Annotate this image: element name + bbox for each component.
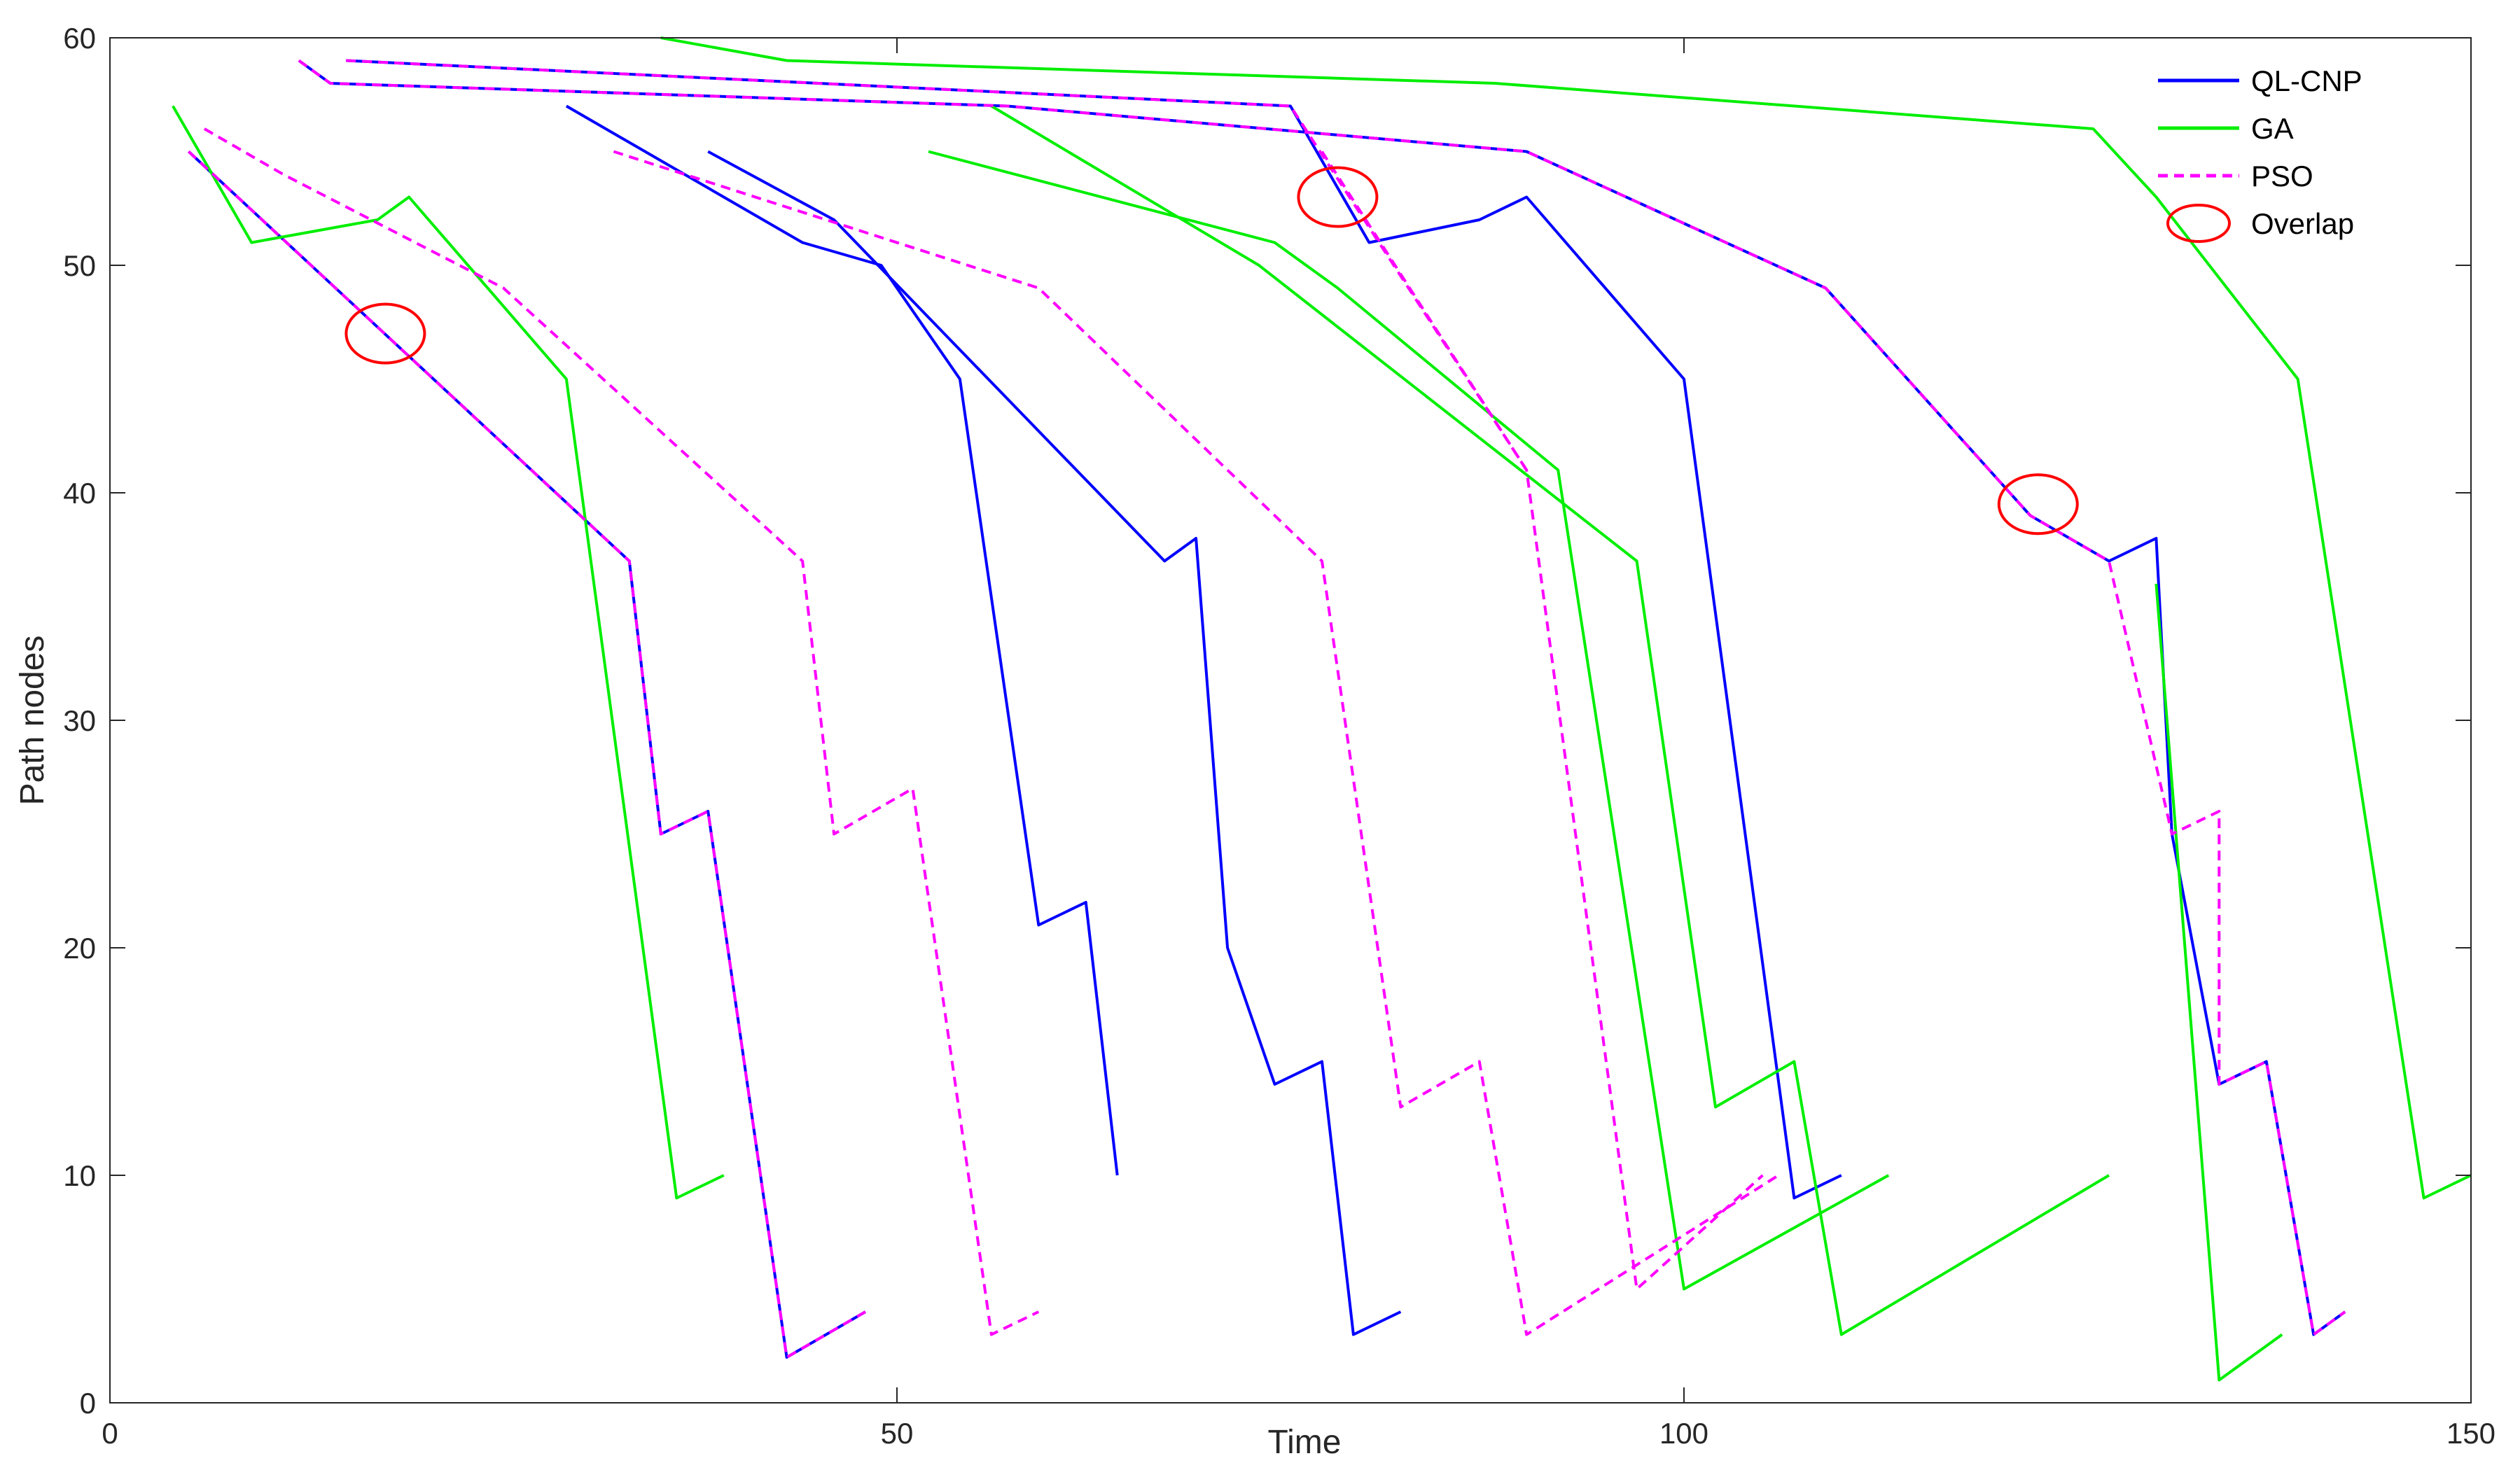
series-ga-line-2 [660, 36, 2472, 1200]
series-pso-line-6 [298, 59, 2346, 1336]
x-tick-label: 100 [1659, 1417, 1708, 1450]
series-ga-line-5 [2154, 583, 2283, 1382]
series-pso-line-4 [188, 150, 867, 1359]
series-ga-line-4 [990, 104, 2110, 1336]
legend-label-ql-cnp: QL-CNP [2251, 64, 2362, 97]
overlap-marker-layer [344, 166, 2079, 536]
y-tick-label: 40 [63, 477, 96, 510]
y-tick-label: 0 [80, 1387, 96, 1420]
x-tick-label: 0 [102, 1417, 118, 1450]
x-tick-label: 50 [881, 1417, 914, 1450]
series-ga-line-3 [928, 150, 1890, 1291]
series-layer [172, 36, 2472, 1382]
series-pso-line-3 [1321, 150, 1764, 1291]
series-pso-line-5 [346, 59, 1528, 471]
overlap-marker-1 [344, 302, 426, 365]
legend-swatch-overlap [2166, 204, 2231, 243]
y-tick-label: 30 [63, 704, 96, 737]
legend-label-pso: PSO [2251, 160, 2313, 192]
overlap-marker-2 [1297, 166, 1379, 228]
series-ql-cnp-line-4 [707, 150, 1402, 1336]
y-axis-label: Path nodes [14, 636, 51, 806]
legend-label-overlap: Overlap [2251, 207, 2354, 240]
legend: QL-CNP GA PSO Overlap [2158, 64, 2362, 243]
y-tick-label: 60 [63, 22, 96, 55]
legend-label-ga: GA [2251, 112, 2294, 145]
overlap-marker-3 [1997, 473, 2079, 536]
series-ql-cnp-line-3 [565, 104, 1119, 1176]
y-tick-label: 10 [63, 1159, 96, 1192]
legend-entries: QL-CNP GA PSO Overlap [2158, 64, 2362, 243]
x-tick-label: 150 [2446, 1417, 2495, 1450]
tick-layer: 0 50 100 150 0 10 20 30 40 50 60 [63, 22, 2495, 1450]
y-tick-label: 20 [63, 932, 96, 965]
y-tick-label: 50 [63, 249, 96, 282]
series-pso-line-2 [613, 150, 1779, 1336]
series-ga-line-1 [172, 105, 725, 1200]
x-axis-label: Time [1268, 1424, 1342, 1461]
series-pso-line-1 [203, 127, 1040, 1336]
